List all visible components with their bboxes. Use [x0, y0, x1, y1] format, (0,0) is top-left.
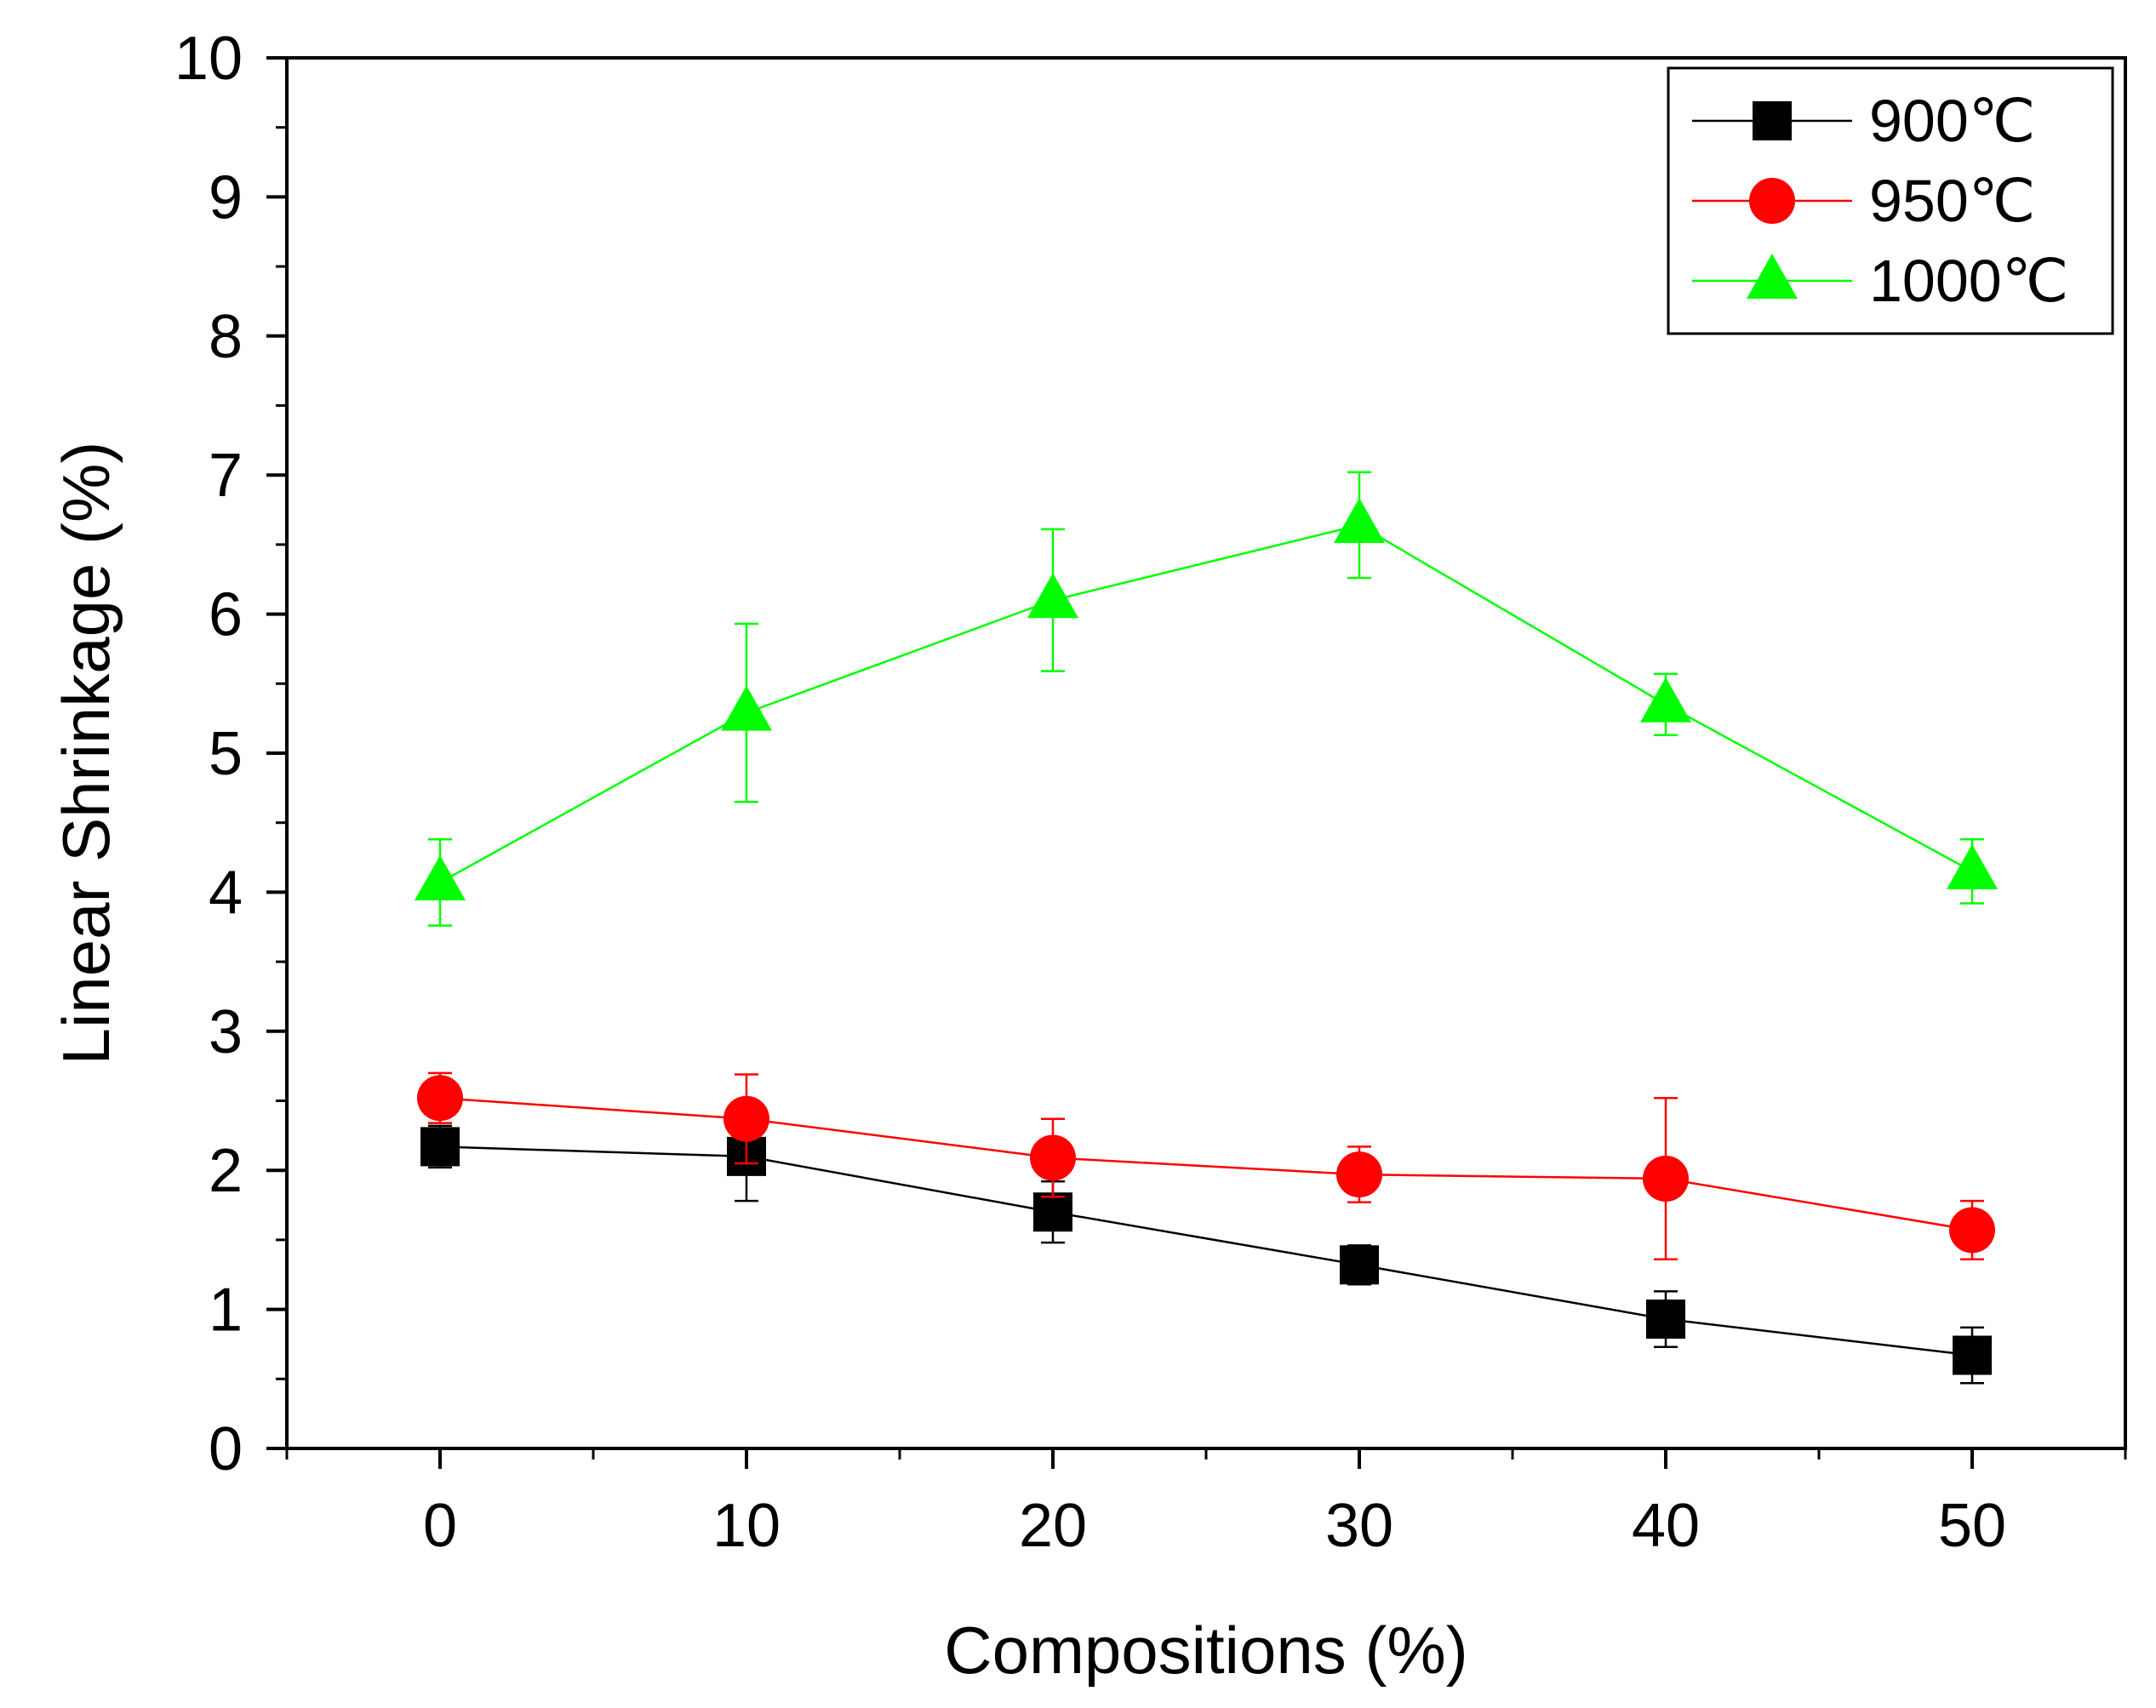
x-tick-label: 10 [712, 1492, 781, 1560]
y-tick-label: 0 [209, 1415, 243, 1483]
y-tick-label: 8 [209, 303, 243, 371]
y-tick-label: 3 [209, 998, 243, 1066]
data-point [1640, 677, 1691, 723]
data-point [415, 854, 466, 900]
series-line [439, 523, 1973, 884]
legend-item: 900℃ [1692, 88, 2035, 154]
y-tick-label: 9 [209, 163, 243, 231]
data-point [723, 1095, 769, 1142]
legend-item: 950℃ [1692, 168, 2035, 234]
data-point [1643, 1156, 1689, 1202]
x-tick-label: 50 [1938, 1492, 2006, 1560]
y-axis-title: Linear Shrinkage (%) [49, 442, 123, 1065]
data-point [721, 685, 772, 731]
y-tick-label: 4 [209, 859, 243, 927]
legend-marker [1749, 178, 1795, 224]
series-line [439, 1145, 1973, 1357]
series-2 [415, 471, 1998, 927]
data-point [1033, 1192, 1072, 1232]
x-tick-label: 0 [423, 1492, 457, 1560]
data-point [1336, 1151, 1382, 1198]
y-tick-label: 1 [209, 1277, 243, 1345]
legend-label: 900℃ [1869, 88, 2035, 154]
data-point [1949, 1207, 1995, 1254]
x-axis-title: Compositions (%) [944, 1613, 1468, 1688]
legend-label: 1000℃ [1869, 248, 2068, 314]
series-layer [415, 471, 1998, 1385]
data-point [417, 1075, 463, 1122]
legend: 900℃ 950℃ 1000℃ [1667, 66, 2114, 335]
legend-item: 1000℃ [1692, 248, 2068, 314]
series-0 [420, 1111, 1992, 1385]
y-tick-label: 2 [209, 1137, 243, 1205]
data-point [1953, 1335, 1992, 1375]
series-line [439, 1096, 1973, 1231]
x-tick-label: 30 [1325, 1492, 1393, 1560]
data-point [1027, 573, 1078, 619]
tick-layer: 0 1 2 3 4 5 6 7 8 9 10 0 10 20 30 40 50 [174, 25, 2127, 1560]
data-point [1334, 498, 1385, 544]
legend-marker [1747, 254, 1798, 299]
y-tick-label: 5 [209, 720, 243, 788]
legend-marker [1753, 101, 1792, 140]
series-1 [417, 1071, 1995, 1261]
x-tick-label: 20 [1019, 1492, 1087, 1560]
data-point [1646, 1300, 1685, 1340]
y-tick-label: 7 [209, 442, 243, 510]
data-point [1947, 843, 1998, 889]
data-point [1340, 1245, 1379, 1285]
y-tick-label: 6 [209, 581, 243, 649]
data-point [420, 1127, 460, 1167]
data-point [1030, 1134, 1076, 1181]
legend-label: 950℃ [1869, 168, 2035, 234]
x-tick-label: 40 [1632, 1492, 1700, 1560]
y-tick-label: 10 [174, 25, 243, 93]
